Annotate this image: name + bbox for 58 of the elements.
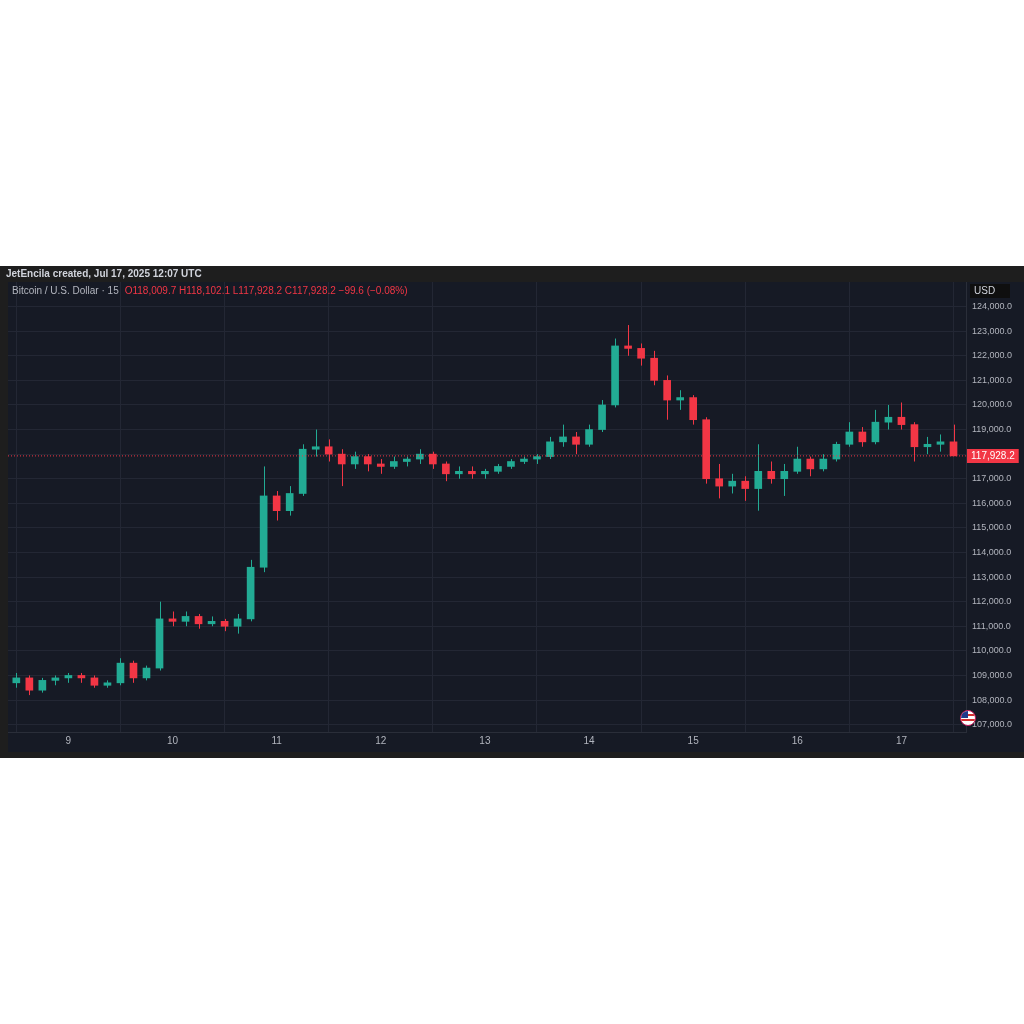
y-tick-label: 115,000.0 bbox=[972, 522, 1012, 533]
candlestick bbox=[845, 421, 854, 448]
candlestick bbox=[754, 443, 763, 512]
y-tick-label: 121,000.0 bbox=[972, 374, 1013, 385]
x-tick-label: 16 bbox=[791, 734, 804, 746]
y-tick-label: 107,000.0 bbox=[972, 719, 1013, 730]
y-tick-label: 122,000.0 bbox=[972, 350, 1013, 361]
chart-title: Bitcoin / U.S. Dollar · 15 bbox=[12, 284, 120, 296]
y-tick-label: 119,000.0 bbox=[972, 424, 1012, 435]
candlestick bbox=[728, 473, 737, 494]
y-axis-title: USD bbox=[974, 284, 996, 296]
candlestick bbox=[624, 324, 632, 357]
ref-line-label: 117,928.2 bbox=[971, 449, 1016, 461]
candlestick bbox=[793, 446, 802, 475]
y-tick-label: 120,000.0 bbox=[972, 399, 1013, 410]
y-tick-label: 108,000.0 bbox=[972, 694, 1013, 705]
candlestick bbox=[233, 613, 242, 635]
candlestick bbox=[767, 461, 776, 485]
candlestick bbox=[897, 401, 906, 431]
y-tick-label: 117,000.0 bbox=[972, 473, 1012, 484]
candlestick bbox=[585, 424, 593, 448]
x-tick-label: 14 bbox=[583, 734, 596, 746]
candlestick bbox=[559, 424, 567, 448]
candlestick bbox=[806, 456, 815, 477]
x-tick-label: 15 bbox=[687, 734, 700, 746]
y-tick-label: 109,000.0 bbox=[972, 669, 1013, 680]
candlestick bbox=[780, 463, 789, 497]
candlestick bbox=[741, 475, 750, 502]
y-tick-label: 124,000.0 bbox=[972, 301, 1013, 312]
candlestick bbox=[572, 431, 580, 455]
candlestick bbox=[546, 436, 554, 460]
candlestick bbox=[663, 374, 671, 421]
x-tick-label: 11 bbox=[271, 734, 283, 746]
candlestick bbox=[637, 342, 645, 367]
y-tick-label: 123,000.0 bbox=[972, 325, 1013, 336]
candlestick bbox=[116, 657, 125, 686]
candlestick bbox=[650, 350, 658, 386]
x-tick-label: 12 bbox=[375, 734, 387, 746]
y-tick-label: 113,000.0 bbox=[972, 571, 1012, 582]
candlestick bbox=[25, 674, 34, 696]
candlestick bbox=[689, 394, 698, 426]
candlestick bbox=[676, 389, 684, 411]
x-tick-label: 13 bbox=[479, 734, 491, 746]
candlestick bbox=[871, 409, 880, 445]
candlestick bbox=[311, 429, 320, 458]
candlestick bbox=[715, 463, 724, 499]
y-tick-label: 112,000.0 bbox=[972, 596, 1012, 607]
y-tick-label: 110,000.0 bbox=[972, 645, 1012, 656]
y-tick-label: 116,000.0 bbox=[972, 497, 1012, 508]
chart-subtitle: O118,009.7 H118,102.1 L117,928.2 C117,928.2 −99.6 (−0.08%) bbox=[124, 284, 408, 296]
x-tick-label: 9 bbox=[65, 734, 72, 746]
y-tick-label: 111,000.0 bbox=[972, 620, 1011, 631]
candlestick bbox=[442, 461, 450, 482]
y-tick-label: 114,000.0 bbox=[972, 546, 1012, 557]
text: JetEncila created, Jul 17, 2025 12:07 UTC bbox=[6, 267, 202, 279]
x-tick-label: 17 bbox=[895, 734, 908, 746]
candlestick bbox=[285, 485, 294, 517]
x-tick-label: 10 bbox=[166, 734, 179, 746]
